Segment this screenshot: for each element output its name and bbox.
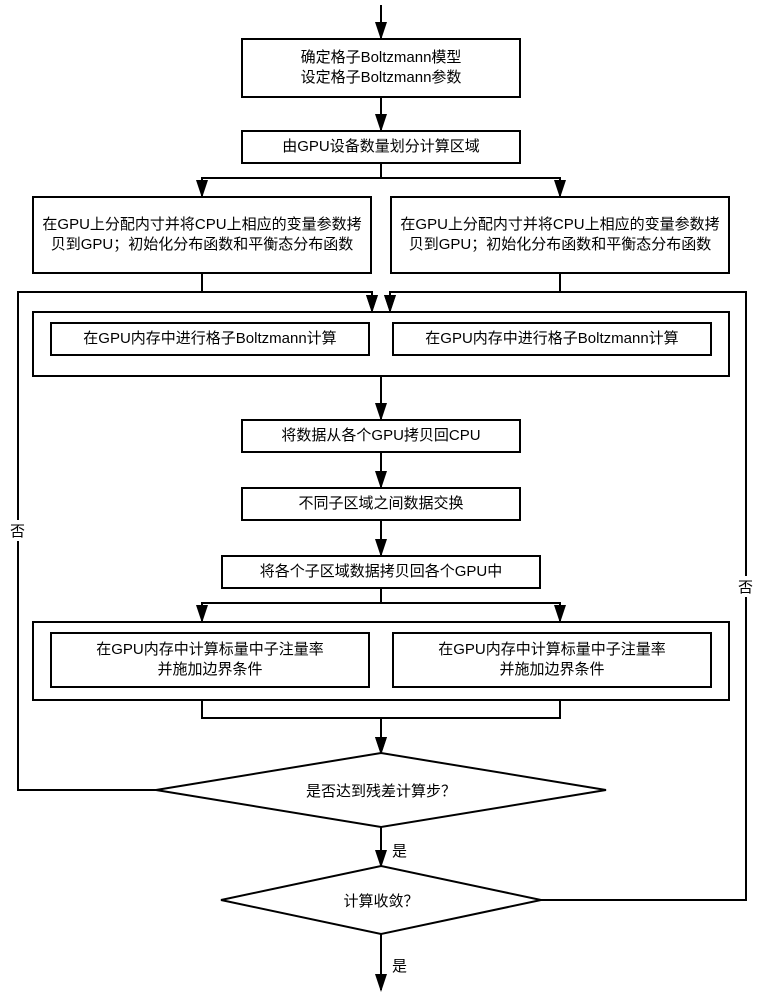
node-label: 由GPU设备数量划分计算区域 <box>282 137 480 157</box>
node-label: 在GPU内存中计算标量中子注量率并施加边界条件 <box>96 640 324 681</box>
node-flux-bc-right: 在GPU内存中计算标量中子注量率并施加边界条件 <box>392 632 712 688</box>
node-label: 在GPU内存中进行格子Boltzmann计算 <box>425 329 678 349</box>
decision-converged <box>221 866 541 934</box>
node-copy-back-gpu: 将各个子区域数据拷贝回各个GPU中 <box>221 555 541 589</box>
node-label: 在GPU内存中进行格子Boltzmann计算 <box>83 329 336 349</box>
edge-label-no-left: 否 <box>8 520 27 541</box>
node-partition-by-gpu: 由GPU设备数量划分计算区域 <box>241 130 521 164</box>
node-subdomain-exchange: 不同子区域之间数据交换 <box>241 487 521 521</box>
node-alloc-init-left: 在GPU上分配内寸并将CPU上相应的变量参数拷贝到GPU；初始化分布函数和平衡态… <box>32 196 372 274</box>
node-flux-bc-left: 在GPU内存中计算标量中子注量率并施加边界条件 <box>50 632 370 688</box>
node-copy-to-cpu: 将数据从各个GPU拷贝回CPU <box>241 419 521 453</box>
node-label: 确定格子Boltzmann模型设定格子Boltzmann参数 <box>301 48 462 89</box>
node-label: 将数据从各个GPU拷贝回CPU <box>281 426 480 446</box>
node-alloc-init-right: 在GPU上分配内寸并将CPU上相应的变量参数拷贝到GPU；初始化分布函数和平衡态… <box>390 196 730 274</box>
edge-label-no-right: 否 <box>736 576 755 597</box>
edge-label-yes-mid: 是 <box>390 840 409 861</box>
decision-residual-step <box>156 753 606 827</box>
edge-label-yes-bot: 是 <box>390 955 409 976</box>
node-label: 在GPU上分配内寸并将CPU上相应的变量参数拷贝到GPU；初始化分布函数和平衡态… <box>398 215 722 256</box>
node-lattice-left: 在GPU内存中进行格子Boltzmann计算 <box>50 322 370 356</box>
node-setup-model: 确定格子Boltzmann模型设定格子Boltzmann参数 <box>241 38 521 98</box>
node-label: 在GPU内存中计算标量中子注量率并施加边界条件 <box>438 640 666 681</box>
node-label: 在GPU上分配内寸并将CPU上相应的变量参数拷贝到GPU；初始化分布函数和平衡态… <box>40 215 364 256</box>
node-label: 不同子区域之间数据交换 <box>298 494 463 514</box>
node-label: 将各个子区域数据拷贝回各个GPU中 <box>260 562 503 582</box>
node-lattice-right: 在GPU内存中进行格子Boltzmann计算 <box>392 322 712 356</box>
